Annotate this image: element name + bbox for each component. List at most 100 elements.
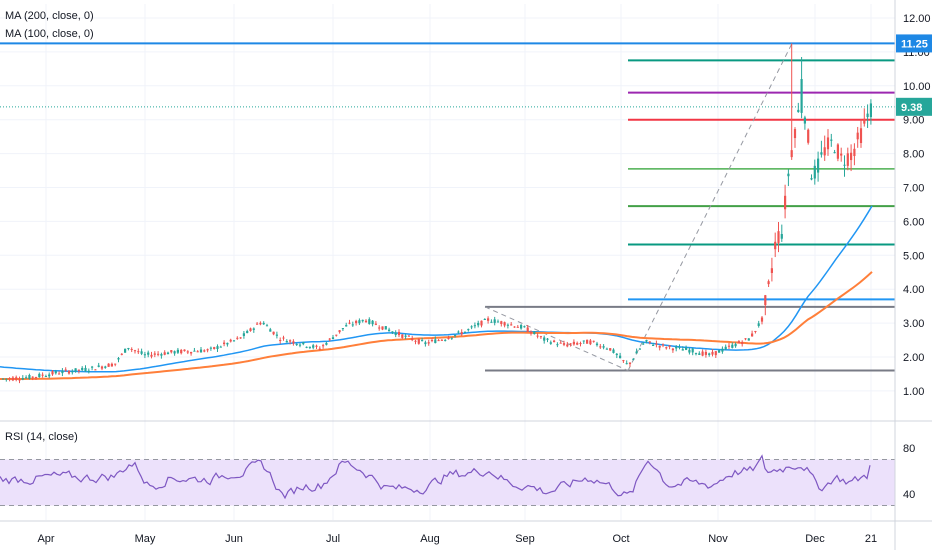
time-tick-label: Apr — [37, 533, 54, 545]
candle-body — [219, 346, 222, 348]
candle-body — [648, 341, 651, 343]
candle-body — [744, 338, 747, 340]
candle-body — [308, 346, 311, 348]
candle-body — [751, 333, 754, 337]
candle-body — [510, 324, 513, 326]
candle-body — [708, 353, 711, 355]
candle-body — [645, 339, 648, 342]
candle-body — [381, 326, 384, 330]
candle-body — [130, 348, 133, 350]
candle-body — [592, 340, 595, 342]
candle-body — [328, 338, 331, 340]
candle-body — [704, 351, 707, 355]
candle-body — [803, 117, 806, 124]
candle-body — [506, 324, 509, 326]
candle-body — [305, 346, 308, 348]
candle-body — [378, 327, 381, 329]
candle-body — [394, 332, 397, 336]
time-tick-label: Nov — [708, 533, 728, 545]
candle-body — [147, 352, 150, 355]
candle-body — [820, 152, 823, 155]
candle-body — [661, 344, 665, 346]
candle-body — [434, 339, 437, 344]
candle-body — [368, 319, 371, 324]
candle-body — [622, 360, 625, 362]
candle-body — [114, 363, 117, 365]
price-tick-label: 5.00 — [903, 250, 924, 262]
candle-body — [526, 327, 529, 332]
candle-body — [421, 340, 424, 342]
candle-body — [275, 334, 278, 336]
candle-body — [67, 370, 71, 374]
candle-body — [770, 268, 773, 273]
candle-body — [341, 328, 344, 330]
candle-body — [760, 317, 764, 322]
candle-body — [51, 371, 54, 375]
candle-body — [289, 340, 292, 342]
candle-body — [833, 152, 836, 154]
candle-body — [199, 349, 203, 353]
rsi-line — [0, 454, 871, 500]
candle-body — [830, 139, 833, 141]
candle-body — [348, 322, 351, 324]
candle-body — [810, 178, 813, 180]
candle-body — [774, 241, 777, 250]
rsi-line — [0, 454, 871, 500]
candle-body — [133, 350, 137, 352]
candle-body — [483, 318, 486, 320]
candle-body — [61, 370, 64, 374]
price-tag-level: 11.25 — [901, 38, 928, 50]
candle-body — [411, 338, 414, 341]
candle-body — [843, 164, 846, 166]
candle-body — [38, 373, 41, 378]
candle-body — [688, 349, 691, 353]
candle-body — [817, 158, 820, 173]
moving-averages — [0, 205, 873, 380]
candle-body — [569, 343, 572, 345]
candle-body — [430, 340, 434, 342]
candle-body — [127, 347, 130, 349]
price-tick-label: 12.00 — [903, 13, 931, 25]
candle-body — [576, 342, 579, 345]
legend-ma200[interactable]: MA (200, close, 0) — [5, 10, 94, 22]
candle-body — [787, 173, 790, 177]
legend-rsi[interactable]: RSI (14, close) — [5, 431, 78, 443]
time-tick-label: Oct — [612, 533, 629, 545]
candle-body — [196, 351, 199, 353]
legend-ma100[interactable]: MA (100, close, 0) — [5, 28, 94, 40]
candle-body — [374, 323, 377, 325]
candle-body — [678, 346, 681, 348]
candle-body — [120, 353, 123, 355]
candle-body — [800, 79, 803, 113]
candle-body — [807, 129, 810, 143]
candle-body — [265, 325, 269, 327]
time-tick-label: Jun — [225, 533, 243, 545]
candle-body — [44, 375, 47, 377]
price-tick-label: 9.00 — [903, 115, 924, 127]
candle-body — [404, 335, 407, 337]
candle-body — [777, 231, 780, 243]
candle-body — [671, 348, 674, 351]
time-tick-label: Sep — [515, 533, 535, 545]
candle-body — [440, 339, 443, 341]
candle-body — [252, 328, 255, 330]
candle-body — [549, 342, 552, 344]
rsi-tick-label: 80 — [903, 443, 915, 455]
candle-body — [140, 351, 143, 354]
candle-body — [315, 345, 318, 347]
candle-body — [104, 366, 107, 368]
candle-body — [447, 337, 450, 340]
candle-body — [823, 147, 826, 156]
candle-body — [322, 345, 325, 347]
candle-body — [206, 349, 209, 351]
candle-body — [183, 349, 186, 352]
candle-body — [539, 336, 542, 338]
time-tick-label: 21 — [865, 533, 877, 545]
candle-body — [586, 339, 589, 344]
candle-body — [31, 376, 34, 378]
candle-body — [635, 351, 638, 354]
candle-body — [259, 322, 262, 325]
candle-body — [480, 320, 483, 326]
candle-body — [790, 150, 793, 158]
